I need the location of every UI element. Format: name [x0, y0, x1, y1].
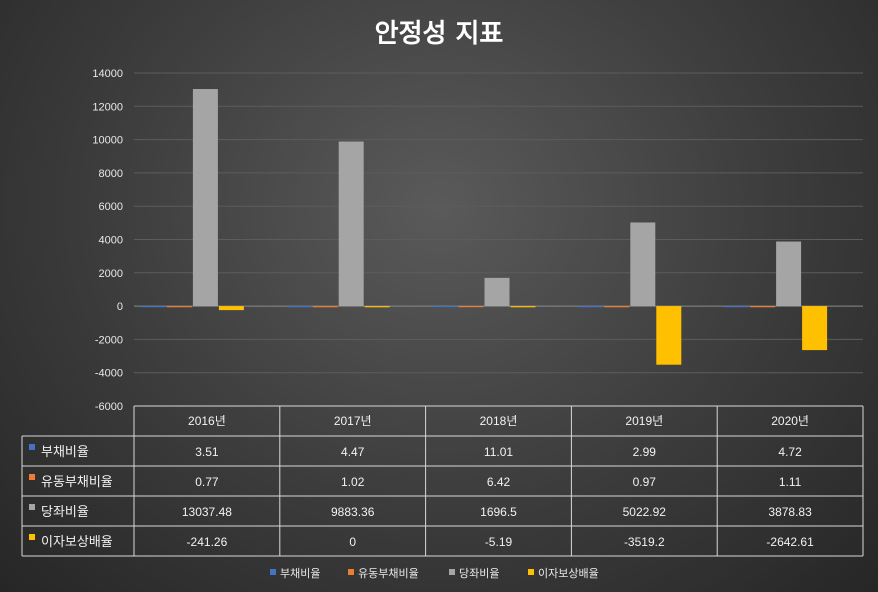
bar: [312, 306, 338, 308]
table-cell: 3878.83: [768, 505, 812, 519]
legend-swatch: [528, 569, 534, 575]
y-tick-label: 4000: [99, 235, 123, 247]
table-series-name: 당좌비율: [41, 505, 89, 520]
bar: [140, 306, 166, 308]
bar: [458, 305, 484, 308]
bars: [140, 89, 828, 365]
legend-label: 이자보상배율: [538, 567, 599, 580]
bar: [776, 241, 802, 307]
table-cell: 5022.92: [623, 505, 667, 519]
bar: [218, 306, 244, 311]
table-series-name: 부채비율: [41, 445, 89, 460]
y-tick-label: 14000: [92, 68, 123, 80]
y-tick-label: -6000: [95, 401, 123, 413]
legend-swatch: [449, 569, 455, 575]
table-series-name: 이자보상배율: [41, 535, 113, 550]
legend-swatch: [348, 569, 354, 575]
legend-label: 당좌비율: [459, 567, 499, 580]
y-tick-label: 8000: [99, 168, 123, 180]
legend-key: [29, 534, 35, 540]
table-cell: -241.26: [187, 535, 228, 549]
bar: [750, 306, 776, 308]
table-cell: 0.77: [195, 475, 219, 489]
y-tick-label: 10000: [92, 135, 123, 147]
legend-key: [29, 504, 35, 510]
table-cell: 9883.36: [331, 505, 375, 519]
table-cell: -3519.2: [624, 535, 665, 549]
legend-swatch: [270, 569, 276, 575]
table-cell: 6.42: [487, 475, 511, 489]
table-cell: 4.72: [778, 445, 802, 459]
table-cell: 1696.5: [480, 505, 517, 519]
bar: [578, 306, 604, 308]
y-tick-label: 12000: [92, 101, 123, 113]
bar: [432, 305, 458, 308]
x-category-label: 2019년: [625, 414, 663, 428]
bar: [484, 277, 510, 307]
table-cell: 0: [349, 535, 356, 549]
table-series-name: 유동부채비율: [41, 475, 113, 490]
y-tick-label: -2000: [95, 334, 123, 346]
chart-title: 안정성 지표: [375, 19, 504, 49]
table-cell: 1.11: [779, 475, 802, 489]
bar: [338, 141, 364, 307]
table-cell: 13037.48: [182, 505, 232, 519]
bar: [364, 306, 390, 308]
bar: [802, 306, 828, 351]
y-tick-label: -4000: [95, 368, 123, 380]
y-tick-label: 6000: [99, 201, 123, 213]
y-tick-label: 2000: [99, 268, 123, 280]
gridlines: [134, 72, 863, 407]
table-cell: 11.01: [484, 445, 513, 459]
bar: [286, 306, 312, 308]
table-cell: -2642.61: [766, 535, 814, 549]
table-cell: 2.99: [633, 445, 657, 459]
bar: [656, 306, 682, 365]
legend-label: 부채비율: [280, 567, 320, 580]
legend: 부채비율 유동부채비율 당좌비율 이자보상배율: [270, 567, 599, 580]
x-category-label: 2018년: [480, 414, 518, 428]
legend-key: [29, 444, 35, 450]
table-cell: 1.02: [341, 475, 365, 489]
bar: [630, 222, 656, 307]
y-axis: 14000 12000 10000 8000 6000 4000 2000 0 -2000 -40…: [92, 68, 123, 413]
x-category-label: 2017년: [334, 414, 372, 428]
bar: [510, 306, 536, 308]
bar: [166, 306, 192, 308]
legend-key: [29, 474, 35, 480]
table-cell: -5.19: [485, 535, 513, 549]
bar: [724, 306, 750, 308]
x-category-label: 2020년: [771, 414, 809, 428]
table-cell: 4.47: [341, 445, 365, 459]
bar: [604, 306, 630, 308]
y-tick-label: 0: [117, 301, 123, 313]
legend-label: 유동부채비율: [358, 567, 419, 580]
bar: [192, 89, 218, 307]
table-cell: 3.51: [195, 445, 219, 459]
table-cell: 0.97: [633, 475, 657, 489]
x-category-label: 2016년: [188, 414, 226, 428]
